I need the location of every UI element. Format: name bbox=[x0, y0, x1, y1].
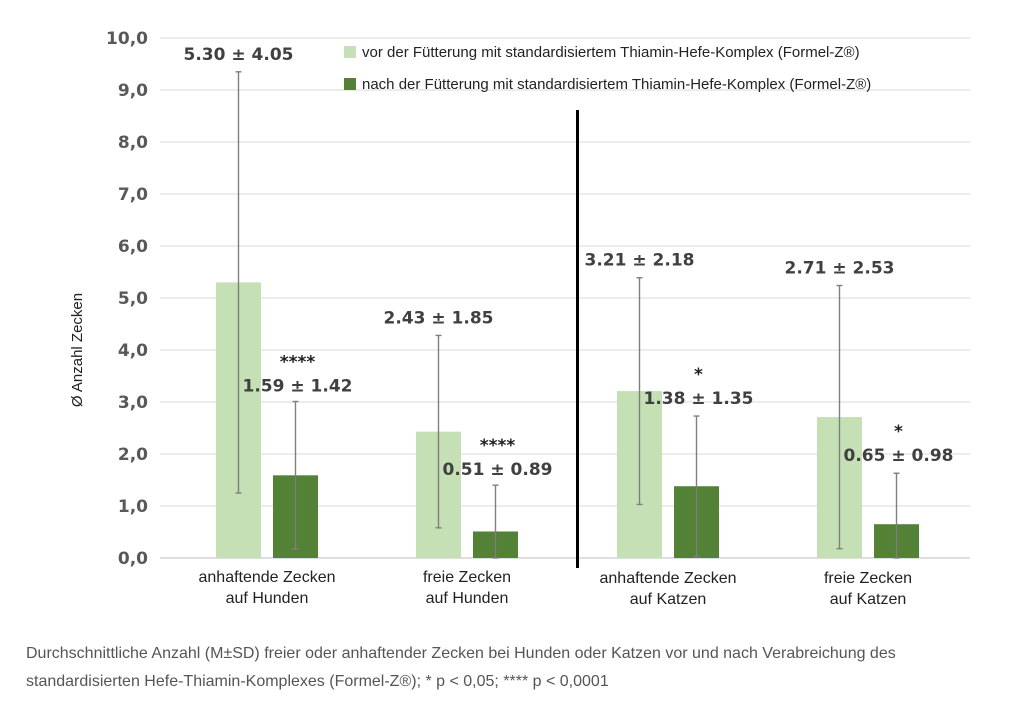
category-label: freie Zecken bbox=[423, 569, 511, 586]
y-tick-label: 1,0 bbox=[118, 497, 148, 517]
significance-marker: **** bbox=[280, 352, 316, 372]
y-axis-label: Ø Anzahl Zecken bbox=[69, 293, 86, 407]
legend-swatch bbox=[344, 46, 356, 58]
legend-label: vor der Fütterung mit standardisiertem T… bbox=[362, 44, 860, 61]
y-tick-label: 10,0 bbox=[106, 29, 148, 49]
y-tick-label: 3,0 bbox=[118, 393, 148, 413]
category-label: auf Hunden bbox=[426, 590, 509, 607]
figure-caption: Durchschnittliche Anzahl (M±SD) freier o… bbox=[26, 640, 1006, 696]
significance-marker: * bbox=[894, 422, 903, 442]
error-bars bbox=[235, 71, 900, 559]
significance-marker: * bbox=[694, 365, 703, 385]
category-labels: anhaftende Zecken auf Hunden freie Zecken a… bbox=[199, 569, 913, 608]
significance-marker: **** bbox=[480, 436, 516, 456]
data-label: 0.65 ± 0.98 bbox=[844, 446, 954, 466]
category-label: anhaftende Zecken bbox=[600, 570, 737, 587]
data-label: 5.30 ± 4.05 bbox=[184, 45, 294, 65]
caption-line-1: Durchschnittliche Anzahl (M±SD) freier o… bbox=[26, 645, 896, 662]
data-labels: 5.30 ± 4.05 1.59 ± 1.42 **** 2.43 ± 1.85 0.5… bbox=[184, 45, 954, 480]
legend: vor der Fütterung mit standardisiertem T… bbox=[344, 44, 871, 93]
caption-line-2: standardisierten Hefe-Thiamin-Komplexes … bbox=[26, 673, 609, 690]
y-tick-label: 9,0 bbox=[118, 81, 148, 101]
y-tick-label: 0,0 bbox=[118, 549, 148, 569]
y-tick-label: 7,0 bbox=[118, 185, 148, 205]
y-tick-label: 6,0 bbox=[118, 237, 148, 257]
data-label: 0.51 ± 0.89 bbox=[443, 460, 553, 480]
y-tick-label: 5,0 bbox=[118, 289, 148, 309]
y-tick-label: 8,0 bbox=[118, 133, 148, 153]
bars bbox=[216, 282, 919, 558]
y-tick-label: 4,0 bbox=[118, 341, 148, 361]
data-label: 2.43 ± 1.85 bbox=[384, 308, 494, 328]
data-label: 1.38 ± 1.35 bbox=[644, 389, 754, 409]
category-label: auf Hunden bbox=[226, 590, 309, 607]
data-label: 1.59 ± 1.42 bbox=[243, 376, 353, 396]
y-axis-ticks: 0,0 1,0 2,0 3,0 4,0 5,0 6,0 7,0 8,0 9,0 10,0 bbox=[106, 29, 148, 569]
legend-label: nach der Fütterung mit standardisiertem … bbox=[362, 76, 871, 93]
legend-swatch bbox=[344, 78, 356, 90]
bar-chart: 0,0 1,0 2,0 3,0 4,0 5,0 6,0 7,0 8,0 9,0 10,0 5.30 … bbox=[69, 29, 970, 608]
y-tick-label: 2,0 bbox=[118, 445, 148, 465]
data-label: 3.21 ± 2.18 bbox=[585, 251, 695, 271]
category-label: auf Katzen bbox=[830, 591, 907, 608]
category-label: freie Zecken bbox=[824, 570, 912, 587]
category-label: anhaftende Zecken bbox=[199, 569, 336, 586]
data-label: 2.71 ± 2.53 bbox=[785, 259, 895, 279]
category-label: auf Katzen bbox=[630, 591, 707, 608]
